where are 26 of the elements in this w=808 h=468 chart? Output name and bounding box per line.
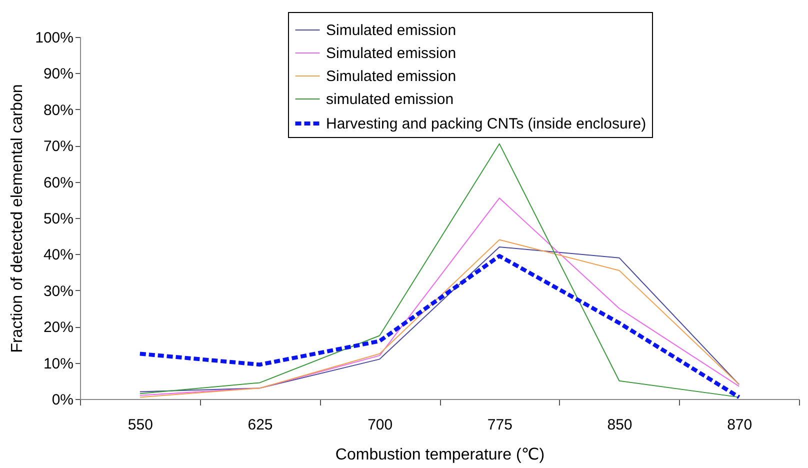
x-tick-label: 775 bbox=[487, 416, 512, 434]
y-tick-label: 90% bbox=[43, 66, 74, 83]
legend-label: Simulated emission bbox=[326, 22, 456, 39]
x-tick-label: 625 bbox=[248, 416, 273, 434]
legend-label: Harvesting and packing CNTs (inside enclosure) bbox=[326, 116, 646, 132]
y-axis-title: Fraction of detected elemental carbon bbox=[9, 84, 26, 353]
x-axis-title: Combustion temperature (℃) bbox=[335, 446, 545, 464]
legend-label: simulated emission bbox=[326, 91, 454, 108]
legend-label: Simulated emission bbox=[326, 68, 456, 85]
x-tick-label: 870 bbox=[727, 416, 752, 434]
y-tick-label: 20% bbox=[43, 319, 74, 336]
y-tick-label: 80% bbox=[43, 102, 74, 119]
y-tick-label: 100% bbox=[35, 30, 74, 46]
x-tick-label: 850 bbox=[607, 416, 632, 434]
y-tick-label: 60% bbox=[43, 174, 74, 192]
y-tick-label: 10% bbox=[43, 355, 74, 372]
line-series bbox=[139, 198, 740, 396]
x-tick-label: 550 bbox=[128, 416, 153, 434]
y-tick-label: 30% bbox=[43, 282, 74, 300]
y-tick-label: 40% bbox=[43, 246, 74, 264]
x-tick-label: 700 bbox=[368, 416, 393, 434]
line-series bbox=[139, 143, 740, 398]
y-tick-label: 70% bbox=[43, 138, 74, 156]
legend-label: Simulated emission bbox=[326, 45, 456, 62]
y-tick-label: 50% bbox=[43, 210, 74, 228]
y-tick-label: 0% bbox=[52, 392, 74, 408]
